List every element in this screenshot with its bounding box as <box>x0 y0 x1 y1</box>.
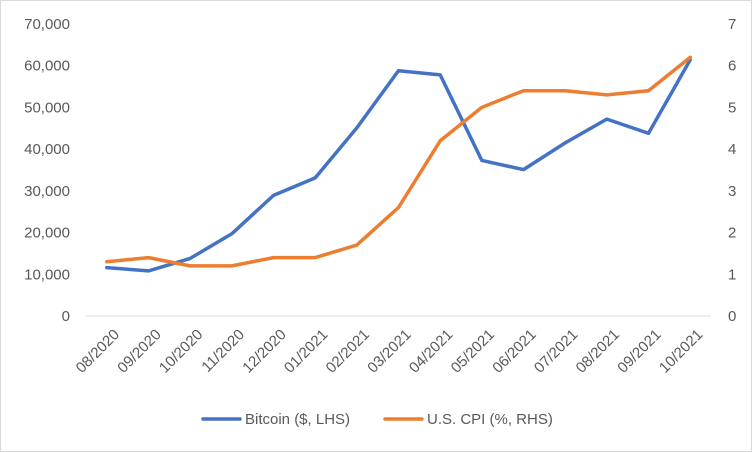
right-axis-tick-label: 1 <box>728 266 736 283</box>
left-axis-tick-label: 70,000 <box>24 16 70 33</box>
legend: Bitcoin ($, LHS) U.S. CPI (%, RHS) <box>201 411 553 428</box>
x-axis-tick-label: 02/2021 <box>323 326 373 376</box>
series-line-bitcoin <box>105 58 692 273</box>
x-axis-tick-label: 12/2020 <box>239 326 289 376</box>
x-axis-tick-label: 10/2020 <box>156 326 206 376</box>
x-axis-tick-label: 05/2021 <box>448 326 498 376</box>
x-axis-tick-label: 11/2020 <box>198 326 248 376</box>
x-axis-tick-label: 10/2021 <box>656 326 706 376</box>
right-axis-tick-label: 5 <box>728 99 736 116</box>
right-axis-tick-label: 0 <box>728 308 736 325</box>
right-axis-tick-label: 7 <box>728 16 736 33</box>
left-axis-tick-label: 20,000 <box>24 225 70 242</box>
left-axis-ticks: 0 10,000 20,000 30,000 40,000 50,000 60,000 70,… <box>24 16 70 325</box>
left-axis-tick-label: 40,000 <box>24 141 70 158</box>
left-axis-tick-label: 0 <box>62 308 70 325</box>
left-axis-tick-label: 30,000 <box>24 183 70 200</box>
x-axis-tick-label: 03/2021 <box>364 326 414 376</box>
x-axis-tick-label: 06/2021 <box>489 326 539 376</box>
legend-label-bitcoin: Bitcoin ($, LHS) <box>245 411 350 428</box>
right-axis-tick-label: 3 <box>728 183 736 200</box>
right-axis-tick-label: 6 <box>728 58 736 75</box>
x-axis-tick-label: 09/2020 <box>114 326 164 376</box>
right-axis-tick-label: 4 <box>728 141 736 158</box>
x-axis-tick-label: 07/2021 <box>531 326 581 376</box>
series-line-cpi <box>105 55 692 268</box>
x-axis-ticks: 08/202009/202010/202011/202012/202001/20… <box>73 326 707 376</box>
x-axis-tick-label: 04/2021 <box>406 326 456 376</box>
x-axis-tick-label: 08/2020 <box>73 326 123 376</box>
legend-label-cpi: U.S. CPI (%, RHS) <box>427 411 553 428</box>
right-axis-tick-label: 2 <box>728 225 736 242</box>
left-axis-tick-label: 10,000 <box>24 266 70 283</box>
x-axis-tick-label: 08/2021 <box>573 326 623 376</box>
left-axis-tick-label: 60,000 <box>24 58 70 75</box>
right-axis-ticks: 0 1 2 3 4 5 6 7 <box>728 16 736 325</box>
x-axis-tick-label: 09/2021 <box>614 326 664 376</box>
left-axis-tick-label: 50,000 <box>24 99 70 116</box>
x-axis-tick-label: 01/2021 <box>281 326 331 376</box>
series-layer <box>105 55 692 273</box>
